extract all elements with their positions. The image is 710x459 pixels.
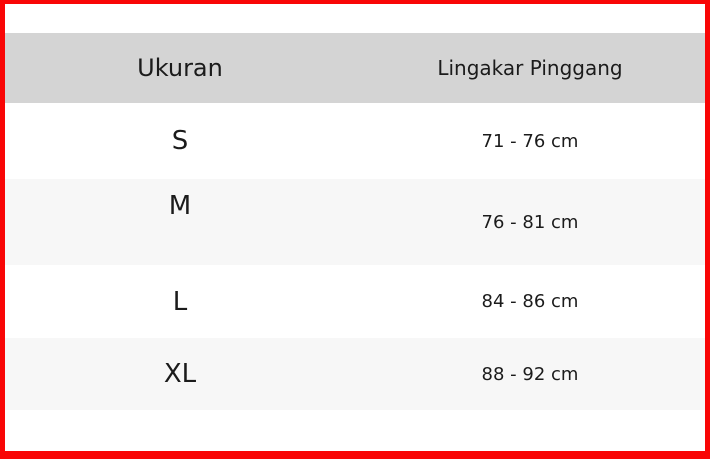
bottom-spacer [5, 410, 705, 451]
size-value: S [171, 126, 189, 156]
header-cell-measure: Lingakar Pinggang [355, 33, 705, 103]
table-header-row: Ukuran Lingakar Pinggang [5, 33, 705, 103]
table-row: M 76 - 81 cm [5, 179, 705, 265]
range-cell: 88 - 92 cm [355, 338, 705, 410]
table-row: L 84 - 86 cm [5, 265, 705, 338]
range-cell: 76 - 81 cm [355, 179, 705, 265]
top-spacer [5, 4, 705, 33]
size-value: L [172, 286, 188, 317]
header-size-label: Ukuran [137, 54, 223, 82]
range-cell: 71 - 76 cm [355, 103, 705, 179]
table-row: XL 88 - 92 cm [5, 338, 705, 410]
size-cell: S [5, 103, 355, 179]
range-value: 84 - 86 cm [481, 291, 579, 312]
size-cell: XL [5, 338, 355, 410]
size-cell: M [5, 179, 355, 265]
range-value: 88 - 92 cm [481, 363, 579, 385]
size-value: M [168, 191, 192, 221]
range-cell: 84 - 86 cm [355, 265, 705, 338]
size-value: XL [163, 359, 197, 389]
table-row: S 71 - 76 cm [5, 103, 705, 179]
header-measure-label: Lingakar Pinggang [437, 56, 623, 80]
range-value: 76 - 81 cm [481, 211, 579, 233]
size-chart-panel: Ukuran Lingakar Pinggang S 71 - 76 cm M … [5, 4, 705, 451]
header-cell-size: Ukuran [5, 33, 355, 103]
range-value: 71 - 76 cm [481, 130, 579, 152]
size-cell: L [5, 265, 355, 338]
